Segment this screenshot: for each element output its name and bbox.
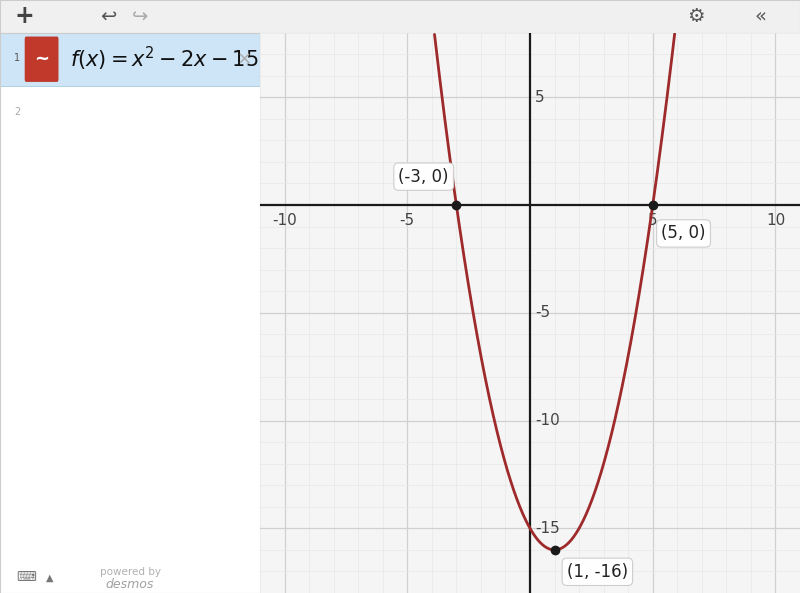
FancyBboxPatch shape (0, 33, 260, 86)
Text: ⌨: ⌨ (16, 570, 36, 584)
Text: -15: -15 (535, 521, 560, 536)
Text: 2: 2 (14, 107, 20, 117)
Text: 5: 5 (535, 90, 545, 105)
Text: -5: -5 (535, 305, 550, 320)
Text: powered by: powered by (99, 567, 161, 577)
Text: $f(x) = x^2 - 2x - 15$: $f(x) = x^2 - 2x - 15$ (70, 45, 258, 74)
Text: -10: -10 (272, 212, 297, 228)
Text: (1, -16): (1, -16) (567, 563, 628, 581)
Text: ⚙: ⚙ (687, 7, 705, 26)
Text: 1: 1 (14, 53, 20, 63)
Text: +: + (14, 4, 34, 28)
Text: 10: 10 (766, 212, 785, 228)
Text: 5: 5 (648, 212, 658, 228)
Text: ↪: ↪ (132, 7, 148, 26)
Text: -5: -5 (400, 212, 415, 228)
Text: (5, 0): (5, 0) (662, 224, 706, 243)
Text: desmos: desmos (106, 578, 154, 591)
Text: ▲: ▲ (46, 572, 53, 582)
Text: ×: × (237, 50, 252, 68)
Text: (-3, 0): (-3, 0) (398, 168, 449, 186)
Text: «: « (754, 7, 766, 26)
Text: -10: -10 (535, 413, 560, 428)
FancyBboxPatch shape (25, 37, 58, 82)
Text: ~: ~ (34, 50, 49, 68)
Text: ↩: ↩ (100, 7, 116, 26)
